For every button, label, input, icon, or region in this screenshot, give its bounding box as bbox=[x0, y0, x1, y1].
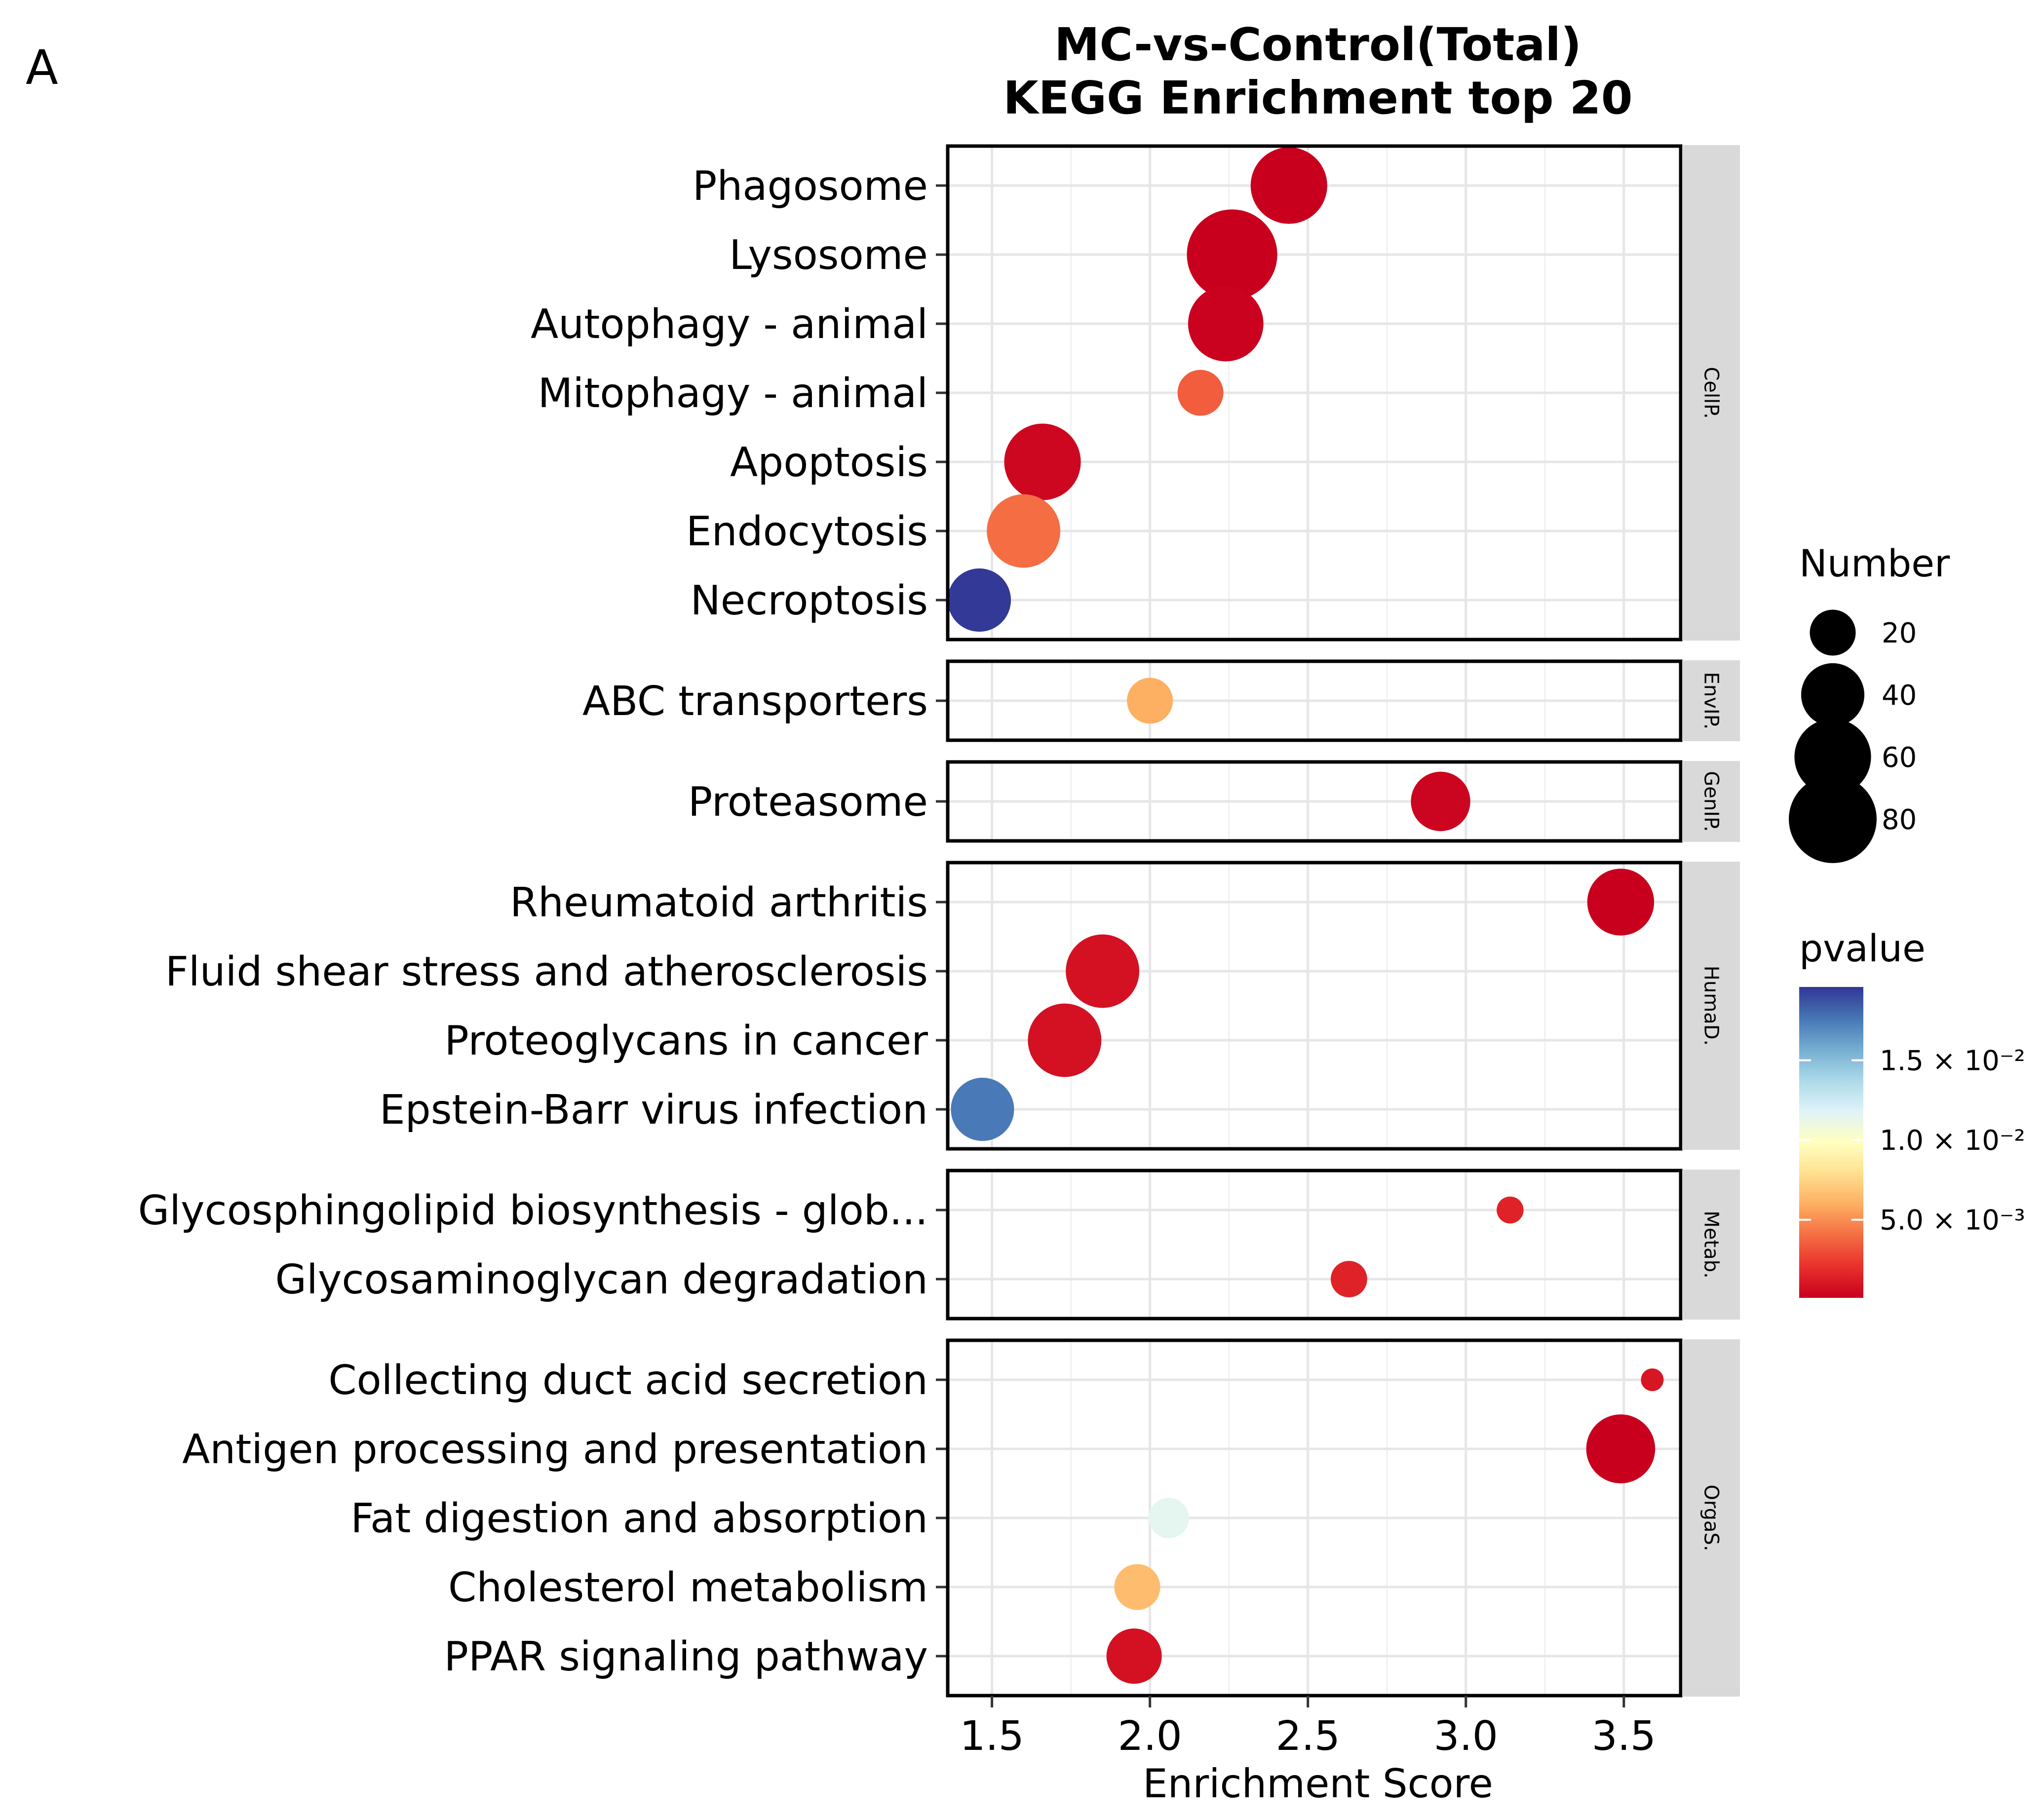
data-point bbox=[1250, 147, 1327, 224]
data-point bbox=[1497, 1196, 1524, 1224]
panel-background bbox=[948, 1171, 1681, 1319]
data-point bbox=[947, 568, 1011, 632]
data-point bbox=[1411, 771, 1470, 832]
facet-strip-label: EnvIP. bbox=[1700, 672, 1723, 730]
y-tick-label: Phagosome bbox=[693, 163, 928, 210]
facet-strip bbox=[1682, 862, 1740, 1150]
color-legend-label: 1.0 × 10⁻² bbox=[1880, 1125, 2025, 1157]
data-point bbox=[1331, 1261, 1367, 1297]
y-tick-label: Antigen processing and presentation bbox=[182, 1426, 928, 1473]
facet-strip bbox=[1682, 660, 1740, 741]
x-tick-label: 3.5 bbox=[1592, 1713, 1656, 1760]
facet-panel: Rheumatoid arthritis Fluid shear stress a… bbox=[165, 861, 1740, 1151]
facet-panel: Phagosome Lysosome Autophagy - animal Mitop… bbox=[531, 144, 1740, 642]
data-point bbox=[1187, 209, 1277, 300]
facet-strip bbox=[1682, 761, 1740, 842]
data-point bbox=[1177, 370, 1224, 416]
y-tick-label: Collecting duct acid secretion bbox=[328, 1357, 928, 1404]
size-legend-label: 60 bbox=[1882, 742, 1917, 774]
chart-title: MC-vs-Control(Total) bbox=[1054, 18, 1581, 71]
y-tick-label: Endocytosis bbox=[686, 508, 928, 555]
data-point bbox=[1149, 1498, 1189, 1538]
chart-subtitle: KEGG Enrichment top 20 bbox=[1003, 72, 1632, 124]
color-legend-title: pvalue bbox=[1799, 926, 1926, 970]
data-point bbox=[1066, 934, 1140, 1008]
size-legend-key bbox=[1789, 775, 1877, 863]
data-point bbox=[1188, 286, 1264, 362]
size-legend-key bbox=[1794, 719, 1871, 795]
panel-border bbox=[946, 144, 1683, 642]
color-legend-bar bbox=[1799, 987, 1863, 1298]
data-point bbox=[951, 1077, 1014, 1141]
panel-border bbox=[946, 861, 1683, 1151]
facet-strip-label: CellP. bbox=[1700, 367, 1723, 418]
size-legend-label: 20 bbox=[1882, 617, 1917, 649]
facet-panels: Phagosome Lysosome Autophagy - animal Mitop… bbox=[138, 144, 1740, 1698]
facet-strip bbox=[1682, 145, 1740, 641]
y-tick-label: PPAR signaling pathway bbox=[444, 1633, 928, 1680]
x-tick-label: 3.0 bbox=[1434, 1713, 1498, 1760]
panel-border bbox=[946, 1338, 1683, 1698]
data-point bbox=[1586, 1414, 1656, 1483]
facet-panel: Glycosphingolipid biosynthesis - glob...… bbox=[138, 1169, 1740, 1321]
y-tick-label: Apoptosis bbox=[730, 439, 928, 486]
y-tick-label: Cholesterol metabolism bbox=[448, 1564, 928, 1611]
color-legend-ticks: 5.0 × 10⁻³ 1.0 × 10⁻² 1.5 × 10⁻² bbox=[1799, 1045, 2025, 1237]
size-legend: 20 40 60 80 bbox=[1789, 609, 1917, 863]
data-point bbox=[1587, 869, 1655, 936]
facet-strip-label: Metab. bbox=[1700, 1211, 1723, 1278]
facet-strip-label: HumaD. bbox=[1700, 966, 1723, 1046]
y-tick-label: Fluid shear stress and atherosclerosis bbox=[165, 948, 928, 995]
y-tick-label: Rheumatoid arthritis bbox=[510, 879, 928, 926]
legends: Number 20 40 60 80 pvalue 5.0 × 10⁻³ 1.0 × 1… bbox=[1789, 541, 2025, 1298]
size-legend-label: 40 bbox=[1882, 680, 1917, 712]
x-tick-label: 2.5 bbox=[1275, 1713, 1340, 1760]
y-tick-label: Glycosaminoglycan degradation bbox=[275, 1256, 928, 1303]
y-tick-label: Epstein-Barr virus infection bbox=[380, 1087, 928, 1134]
color-legend-label: 1.5 × 10⁻² bbox=[1880, 1045, 2025, 1077]
size-legend-key bbox=[1801, 663, 1865, 727]
panel-border bbox=[946, 1169, 1683, 1321]
facet-strip-label: OrgaS. bbox=[1700, 1484, 1723, 1551]
facet-panel: Proteasome GenIP. bbox=[688, 760, 1740, 843]
data-point bbox=[1004, 423, 1081, 500]
y-tick-label: Mitophagy - animal bbox=[538, 370, 928, 417]
y-tick-label: Autophagy - animal bbox=[531, 301, 928, 348]
facet-strip bbox=[1682, 1170, 1740, 1320]
facet-panel: ABC transporters EnvIP. bbox=[582, 659, 1740, 742]
facet-strip-label: GenIP. bbox=[1700, 771, 1723, 832]
data-point bbox=[1127, 678, 1173, 724]
y-tick-label: Necroptosis bbox=[690, 577, 928, 624]
y-tick-label: Proteoglycans in cancer bbox=[444, 1018, 928, 1064]
x-axis-title: Enrichment Score bbox=[1143, 1761, 1493, 1807]
data-point bbox=[1641, 1368, 1664, 1391]
color-legend-label: 5.0 × 10⁻³ bbox=[1880, 1205, 2025, 1237]
data-point bbox=[1114, 1564, 1160, 1610]
panel-label: A bbox=[26, 40, 58, 95]
x-tick-label: 2.0 bbox=[1118, 1713, 1182, 1760]
data-point bbox=[1106, 1628, 1162, 1684]
x-axis: 1.5 2.0 2.5 3.0 3.5 bbox=[960, 1696, 1656, 1760]
y-tick-label: Lysosome bbox=[729, 232, 928, 279]
y-tick-label: Proteasome bbox=[688, 779, 928, 826]
panel-border bbox=[946, 659, 1683, 742]
y-tick-label: ABC transporters bbox=[582, 678, 928, 725]
data-point bbox=[1028, 1003, 1102, 1077]
facet-panel: Collecting duct acid secretion Antigen pr… bbox=[182, 1338, 1740, 1698]
size-legend-title: Number bbox=[1799, 541, 1950, 585]
y-tick-label: Glycosphingolipid biosynthesis - glob... bbox=[138, 1187, 928, 1234]
size-legend-label: 80 bbox=[1882, 804, 1917, 836]
data-point bbox=[987, 494, 1061, 568]
facet-strip bbox=[1682, 1339, 1740, 1697]
x-tick-label: 1.5 bbox=[960, 1713, 1024, 1760]
panel-border bbox=[946, 760, 1683, 843]
size-legend-key bbox=[1810, 609, 1856, 656]
y-tick-label: Fat digestion and absorption bbox=[350, 1495, 928, 1542]
